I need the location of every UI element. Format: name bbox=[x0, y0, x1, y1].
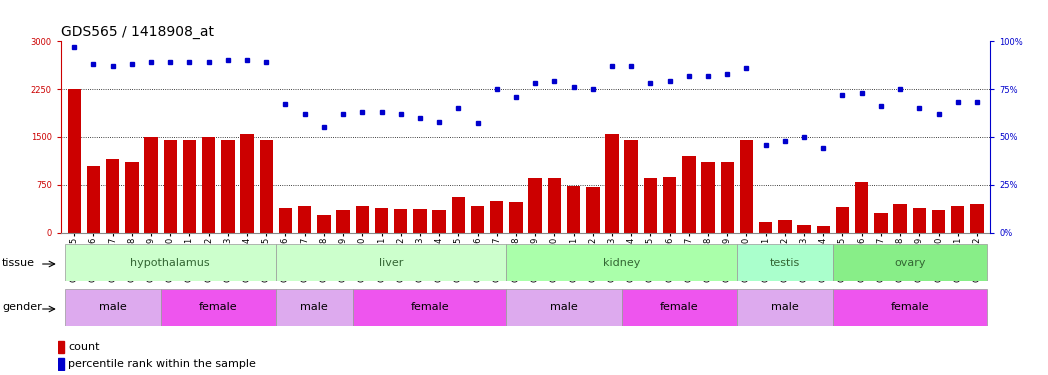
Bar bbox=[643, 178, 657, 232]
Bar bbox=[125, 162, 138, 232]
Text: female: female bbox=[660, 303, 699, 312]
Bar bbox=[951, 206, 964, 232]
Bar bbox=[318, 214, 330, 232]
Bar bbox=[182, 140, 196, 232]
Bar bbox=[740, 140, 754, 232]
Text: testis: testis bbox=[769, 258, 800, 267]
Bar bbox=[682, 156, 696, 232]
Bar bbox=[528, 178, 542, 232]
Bar bbox=[586, 187, 599, 232]
Bar bbox=[913, 208, 926, 232]
Bar bbox=[276, 289, 353, 326]
Bar bbox=[65, 289, 160, 326]
Bar bbox=[737, 244, 833, 281]
Bar bbox=[433, 210, 445, 232]
Bar bbox=[221, 140, 235, 232]
Bar bbox=[833, 289, 986, 326]
Bar bbox=[202, 137, 216, 232]
Bar bbox=[413, 209, 427, 232]
Text: gender: gender bbox=[2, 303, 42, 312]
Bar bbox=[874, 213, 888, 232]
Bar bbox=[298, 206, 311, 232]
Text: liver: liver bbox=[379, 258, 403, 267]
Bar bbox=[240, 134, 254, 232]
Bar bbox=[606, 134, 618, 232]
Bar bbox=[67, 89, 81, 232]
Bar bbox=[798, 225, 811, 232]
Bar bbox=[509, 202, 523, 232]
Bar bbox=[567, 186, 581, 232]
Text: count: count bbox=[68, 342, 100, 352]
Text: percentile rank within the sample: percentile rank within the sample bbox=[68, 359, 256, 369]
Bar bbox=[855, 182, 869, 232]
Bar bbox=[106, 159, 119, 232]
Bar bbox=[471, 206, 484, 232]
Text: female: female bbox=[199, 303, 238, 312]
Text: male: male bbox=[301, 303, 328, 312]
Bar bbox=[759, 222, 772, 232]
Bar bbox=[833, 244, 986, 281]
Bar bbox=[490, 201, 503, 232]
Bar bbox=[160, 289, 276, 326]
Bar bbox=[394, 209, 408, 232]
Bar bbox=[58, 358, 64, 370]
Bar bbox=[701, 162, 715, 232]
Bar bbox=[506, 244, 737, 281]
Bar bbox=[506, 289, 621, 326]
Bar bbox=[260, 140, 274, 232]
Bar bbox=[279, 208, 292, 232]
Bar bbox=[970, 204, 984, 232]
Bar bbox=[58, 341, 64, 352]
Bar bbox=[778, 220, 791, 232]
Text: kidney: kidney bbox=[603, 258, 640, 267]
Bar bbox=[737, 289, 833, 326]
Text: male: male bbox=[550, 303, 577, 312]
Bar bbox=[355, 206, 369, 232]
Bar bbox=[163, 140, 177, 232]
Text: female: female bbox=[410, 303, 449, 312]
Bar bbox=[65, 244, 276, 281]
Text: ovary: ovary bbox=[894, 258, 925, 267]
Text: male: male bbox=[99, 303, 127, 312]
Bar bbox=[452, 197, 465, 232]
Bar bbox=[721, 162, 734, 232]
Text: tissue: tissue bbox=[2, 258, 35, 267]
Bar bbox=[663, 177, 676, 232]
Bar bbox=[621, 289, 737, 326]
Bar bbox=[375, 208, 388, 232]
Bar bbox=[336, 210, 350, 232]
Bar bbox=[87, 166, 101, 232]
Bar bbox=[276, 244, 506, 281]
Bar bbox=[932, 210, 945, 232]
Bar bbox=[893, 204, 907, 232]
Text: hypothalamus: hypothalamus bbox=[130, 258, 210, 267]
Text: female: female bbox=[891, 303, 929, 312]
Bar bbox=[548, 178, 561, 232]
Bar bbox=[835, 207, 849, 232]
Bar bbox=[353, 289, 506, 326]
Bar bbox=[625, 140, 638, 232]
Bar bbox=[145, 137, 158, 232]
Bar bbox=[816, 226, 830, 232]
Text: GDS565 / 1418908_at: GDS565 / 1418908_at bbox=[61, 25, 214, 39]
Text: male: male bbox=[771, 303, 799, 312]
